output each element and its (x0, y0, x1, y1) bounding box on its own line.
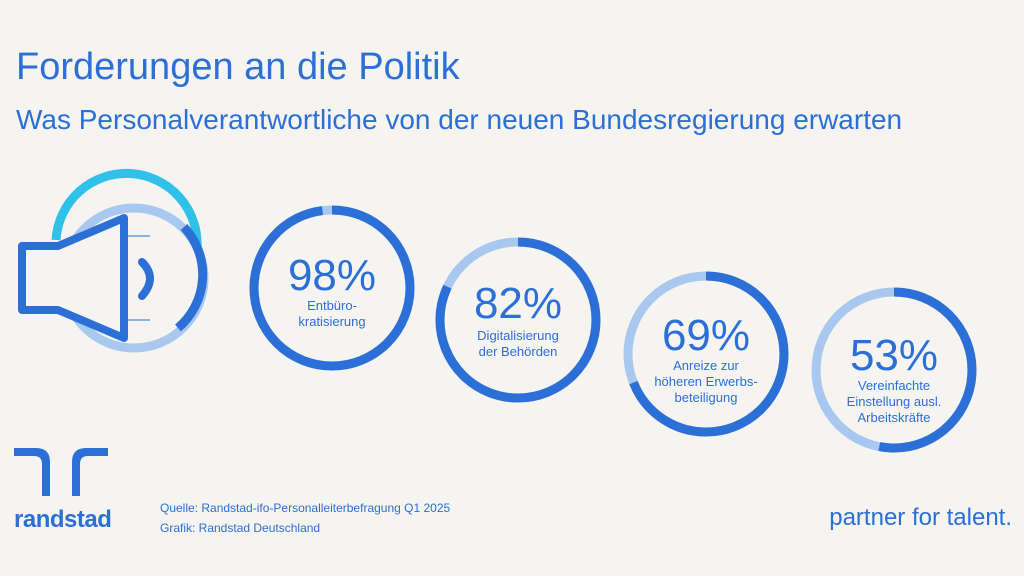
category-label: Anreize zur höheren Erwerbs-beteiligung (654, 358, 757, 405)
category-label-line: Digitalisierung (477, 328, 559, 343)
source-note: Quelle: Randstad-ifo-Personalleiterbefra… (160, 498, 450, 538)
category-label-line: Einstellung ausl. (847, 394, 942, 409)
tagline: partner for talent. (829, 504, 1012, 531)
source-line: Quelle: Randstad-ifo-Personalleiterbefra… (160, 501, 451, 515)
donut-arc-69 (623, 271, 789, 437)
donut-entbuerokratisierung: 98% Entbüro-kratisierung (249, 205, 415, 371)
category-label-line: kratisierung (298, 314, 365, 329)
category-label-line: Vereinfachte (858, 378, 930, 393)
donut-arbeitskraefte: 53% Vereinfachte Einstellung ausl. Arbeits… (811, 287, 977, 453)
category-label-line: Entbüro- (307, 298, 357, 313)
value-label: 69% (662, 311, 750, 360)
category-label-line: der Behörden (479, 344, 558, 359)
speaker-icon (18, 168, 209, 353)
category-label: Entbüro-kratisierung (298, 298, 365, 329)
category-label-line: Arbeitskräfte (858, 410, 931, 425)
donut-arc-53 (811, 287, 977, 453)
category-label-line: höheren Erwerbs- (654, 374, 757, 389)
donut-arc-82 (435, 237, 601, 403)
value-label: 53% (850, 331, 938, 380)
value-label: 82% (474, 279, 562, 328)
category-label-line: beteiligung (675, 390, 738, 405)
category-label: Digitalisierung der Behörden (477, 328, 559, 359)
randstad-logo-icon (14, 448, 108, 496)
logo-text: randstad (14, 506, 112, 533)
category-label-line: Anreize zur (673, 358, 739, 373)
chart-title: Forderungen an die Politik (16, 46, 460, 88)
donut-arc-98 (249, 205, 415, 371)
chart-subtitle: Was Personalverantwortliche von der neue… (16, 104, 903, 135)
donut-erwerbsbeteiligung: 69% Anreize zur höheren Erwerbs-beteiligu… (623, 271, 789, 437)
category-label: Vereinfachte Einstellung ausl. Arbeitskräf… (847, 378, 942, 425)
donut-digitalisierung: 82% Digitalisierung der Behörden (435, 237, 601, 403)
value-label: 98% (288, 251, 376, 300)
graphic-credit: Grafik: Randstad Deutschland (160, 521, 321, 535)
